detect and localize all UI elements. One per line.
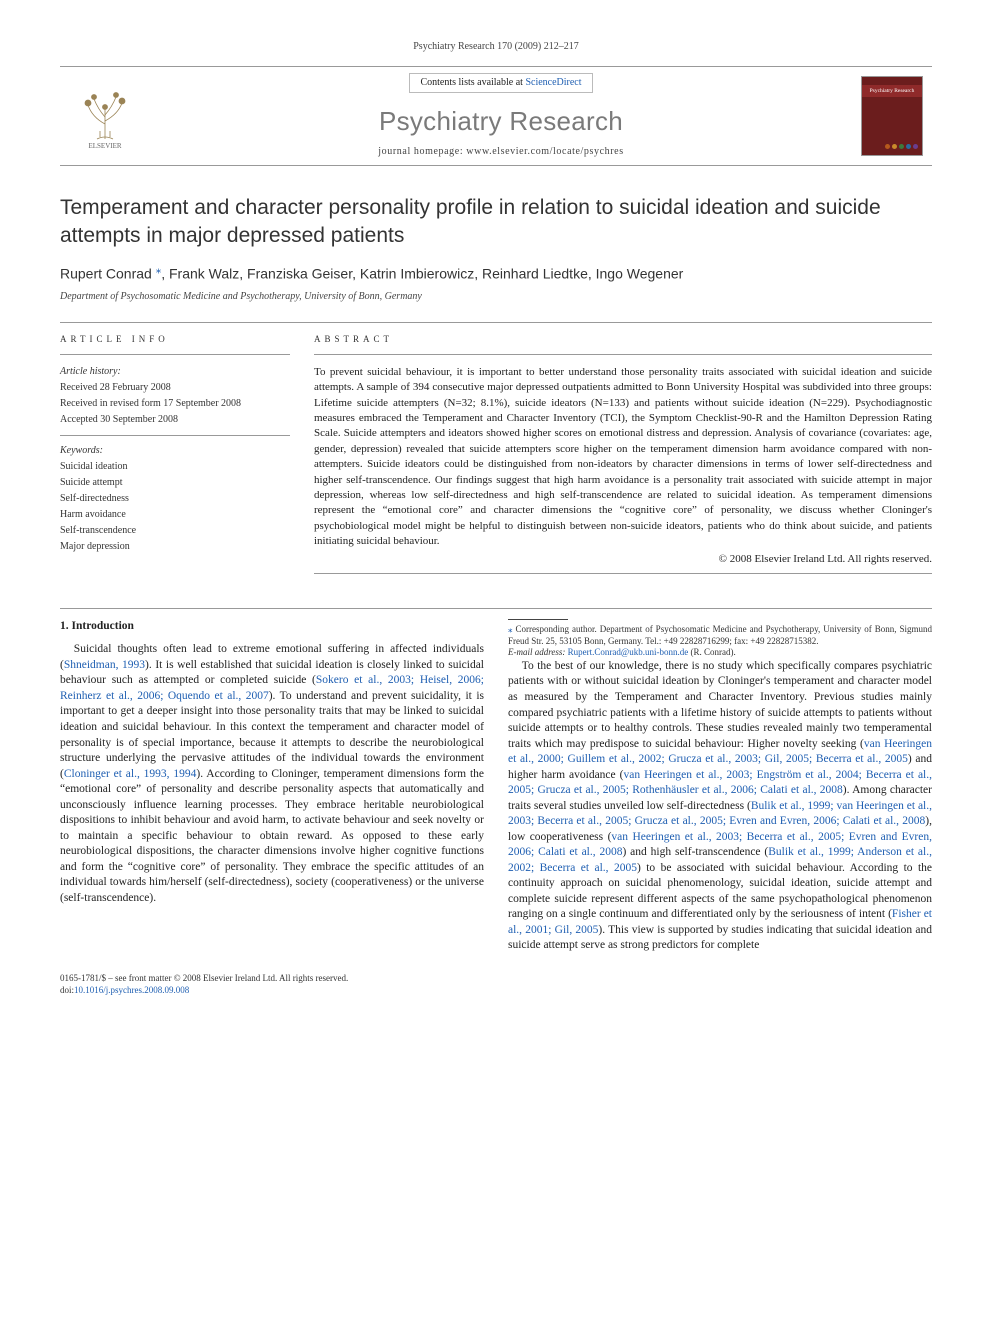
footnote-rule (508, 619, 568, 620)
journal-cover-icon: Psychiatry Research (861, 76, 923, 156)
article-info-heading: ARTICLE INFO (60, 333, 290, 346)
running-header: Psychiatry Research 170 (2009) 212–217 (60, 40, 932, 54)
history-received: Received 28 February 2008 (60, 381, 290, 395)
journal-name: Psychiatry Research (150, 103, 852, 139)
homepage-prefix: journal homepage: (378, 146, 466, 157)
homepage-url: www.elsevier.com/locate/psychres (466, 146, 623, 157)
keywords-block: Keywords: Suicidal ideation Suicide attem… (60, 444, 290, 554)
elsevier-tree-icon: ELSEVIER (70, 79, 140, 154)
page-footer: 0165-1781/$ – see front matter © 2008 El… (60, 972, 932, 997)
sciencedirect-link[interactable]: ScienceDirect (525, 77, 581, 88)
doi-prefix: doi: (60, 985, 74, 995)
body-columns: 1. Introduction Suicidal thoughts often … (60, 619, 932, 954)
keyword-item: Major depression (60, 540, 290, 554)
abstract-text: To prevent suicidal behaviour, it is imp… (314, 365, 932, 550)
cover-band-label: Psychiatry Research (862, 85, 922, 97)
contents-prefix: Contents lists available at (420, 77, 525, 88)
publisher-logo-box: ELSEVIER (60, 79, 150, 154)
email-label: E-mail address: (508, 647, 568, 657)
intro-para-1: Suicidal thoughts often lead to extreme … (60, 642, 484, 906)
publisher-name: ELSEVIER (88, 142, 121, 149)
section-heading: 1. Introduction (60, 619, 484, 635)
text-span: ) and high self-transcendence ( (622, 846, 768, 858)
author-list: Rupert Conrad ⁎, Frank Walz, Franziska G… (60, 263, 932, 284)
history-revised: Received in revised form 17 September 20… (60, 397, 290, 411)
citation-link[interactable]: Cloninger et al., 1993, 1994 (64, 768, 197, 780)
divider-rule (60, 608, 932, 609)
email-link[interactable]: Rupert.Conrad@ukb.uni-bonn.de (568, 647, 689, 657)
history-accepted: Accepted 30 September 2008 (60, 413, 290, 427)
abstract-rule-bottom (314, 573, 932, 574)
article-info-column: ARTICLE INFO Article history: Received 2… (60, 333, 290, 584)
doi-link[interactable]: 10.1016/j.psychres.2008.09.008 (74, 985, 189, 995)
text-span: ). To understand and prevent suicidality… (60, 690, 484, 780)
abstract-copyright: © 2008 Elsevier Ireland Ltd. All rights … (314, 552, 932, 567)
keyword-item: Harm avoidance (60, 508, 290, 522)
keyword-item: Suicidal ideation (60, 460, 290, 474)
email-suffix: (R. Conrad). (688, 647, 736, 657)
doi-line: doi:10.1016/j.psychres.2008.09.008 (60, 984, 932, 997)
article-title: Temperament and character personality pr… (60, 194, 932, 249)
masthead: ELSEVIER Contents lists available at Sci… (60, 66, 932, 166)
masthead-center: Contents lists available at ScienceDirec… (150, 73, 852, 159)
text-span: To the best of our knowledge, there is n… (508, 660, 932, 750)
divider-rule (60, 322, 932, 323)
journal-homepage: journal homepage: www.elsevier.com/locat… (150, 145, 852, 159)
article-history-block: Article history: Received 28 February 20… (60, 365, 290, 427)
keywords-label: Keywords: (60, 444, 290, 458)
info-rule (60, 435, 290, 436)
keyword-item: Self-directedness (60, 492, 290, 506)
text-span: ). According to Cloninger, temperament d… (60, 768, 484, 904)
keyword-item: Suicide attempt (60, 476, 290, 490)
keyword-item: Self-transcendence (60, 524, 290, 538)
info-rule (60, 354, 290, 355)
email-footnote: E-mail address: Rupert.Conrad@ukb.uni-bo… (508, 647, 932, 659)
affiliation: Department of Psychosomatic Medicine and… (60, 290, 932, 304)
abstract-heading: ABSTRACT (314, 333, 932, 346)
history-label: Article history: (60, 365, 290, 379)
cover-dots (885, 144, 918, 149)
citation-link[interactable]: Shneidman, 1993 (64, 659, 145, 671)
abstract-column: ABSTRACT To prevent suicidal behaviour, … (314, 333, 932, 584)
contents-available: Contents lists available at ScienceDirec… (409, 73, 592, 93)
abstract-rule (314, 354, 932, 355)
star-icon: ⁎ (508, 624, 516, 634)
issn-line: 0165-1781/$ – see front matter © 2008 El… (60, 972, 932, 985)
corresponding-author-footnote: ⁎ Corresponding author. Department of Ps… (508, 624, 932, 647)
cover-thumbnail-box: Psychiatry Research (852, 76, 932, 156)
info-abstract-row: ARTICLE INFO Article history: Received 2… (60, 333, 932, 584)
corr-text: Corresponding author. Department of Psyc… (508, 624, 932, 646)
intro-para-2: To the best of our knowledge, there is n… (508, 659, 932, 954)
